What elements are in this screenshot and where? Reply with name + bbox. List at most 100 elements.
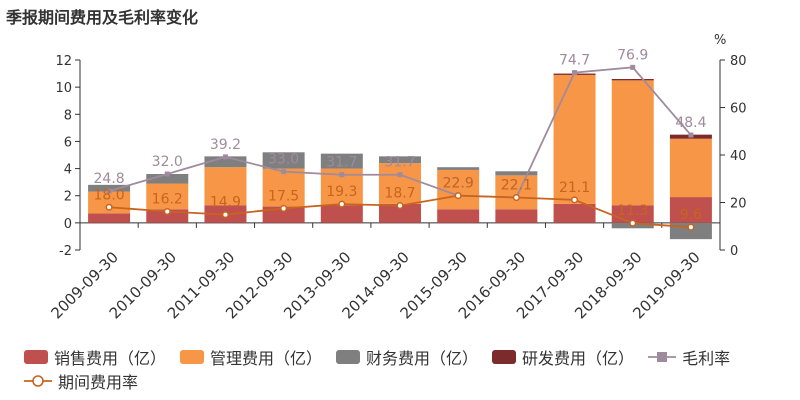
data-label: 22.9 [443, 176, 474, 192]
y-left-tick-label: 4 [64, 163, 72, 178]
bar-segment [379, 163, 421, 204]
data-label: 22.1 [501, 178, 532, 194]
line-point [163, 207, 171, 216]
bar-segment [88, 184, 131, 192]
data-label: 24.8 [94, 171, 125, 187]
bar-segment [437, 169, 480, 210]
line-point [687, 223, 695, 231]
data-label: 31.7 [384, 155, 415, 171]
line-point [281, 169, 287, 175]
bar-segment [611, 80, 654, 206]
bar-segment [669, 138, 712, 198]
data-label: 18.7 [384, 186, 415, 202]
y-right-tick-label: 0 [730, 244, 738, 259]
bar-segment [146, 174, 189, 184]
y-left-tick-label: -2 [59, 244, 72, 259]
y-left-tick-label: 0 [64, 217, 72, 232]
line-point [512, 193, 520, 202]
data-label: 9.6 [680, 207, 702, 223]
line-point [222, 154, 228, 160]
line-point [106, 188, 112, 194]
legend-swatch [180, 350, 205, 364]
y-right-axis-label: % [714, 33, 726, 48]
line-point [339, 172, 345, 178]
line-point [164, 171, 170, 177]
bar-segment [146, 183, 189, 210]
legend-swatch [24, 350, 48, 364]
line-point [630, 64, 636, 70]
y-left-tick-label: 6 [64, 135, 72, 150]
bar-segment [553, 203, 596, 223]
bar-segment [611, 79, 654, 81]
legend-item[interactable]: 销售费用（亿） [24, 345, 166, 369]
bar-segment [495, 175, 538, 210]
bar-segment [495, 209, 538, 223]
legend-item[interactable]: 毛利率 [648, 345, 730, 369]
bar-segment [204, 167, 247, 206]
legend-item[interactable]: 研发费用（亿） [492, 345, 634, 369]
data-label: 18.0 [94, 187, 125, 203]
legend-item[interactable]: 管理费用（亿） [180, 345, 322, 369]
y-right-tick-label: 20 [730, 197, 747, 212]
bar-segment [379, 156, 421, 164]
bar-segment [88, 213, 131, 223]
legend-label: 期间费用率 [58, 373, 139, 392]
legend-item[interactable]: 财务费用（亿） [336, 345, 478, 369]
y-left-tick-label: 10 [55, 81, 72, 96]
data-label: 22.1 [501, 178, 532, 194]
data-label: 17.5 [268, 188, 299, 204]
bar-segment [553, 74, 596, 204]
line-point [105, 203, 113, 211]
data-label: 76.9 [617, 47, 648, 63]
data-label: 39.2 [210, 137, 241, 153]
bar-segment [204, 156, 247, 168]
line-point [338, 200, 346, 208]
line-point [397, 172, 403, 178]
line-point [280, 204, 288, 212]
bar-segment [320, 205, 363, 223]
data-label: 11.3 [617, 203, 648, 219]
legend-label: 管理费用（亿） [210, 349, 323, 368]
y-right-tick-label: 80 [730, 54, 747, 69]
bar-segment [262, 152, 305, 169]
bar-segment [495, 171, 538, 176]
legend-swatch [336, 350, 361, 364]
chart-title: 季报期间费用及毛利率变化 [6, 8, 199, 27]
legend-item[interactable]: 期间费用率 [24, 369, 138, 393]
legend-label: 财务费用（亿） [366, 349, 479, 368]
data-label: 48.4 [675, 115, 706, 131]
data-label: 74.7 [559, 53, 590, 69]
y-right-tick-label: 40 [730, 149, 747, 164]
data-label: 14.9 [210, 195, 241, 211]
legend: 销售费用（亿） 管理费用（亿） 财务费用（亿） 研发费用（亿） 毛利率期间费用率 [24, 345, 794, 393]
bar-segment [262, 168, 305, 207]
legend-label: 销售费用（亿） [54, 349, 167, 368]
y-right-tick-label: 60 [730, 102, 747, 117]
line-point [688, 132, 694, 138]
legend-label: 毛利率 [682, 349, 731, 368]
bar-segment [669, 197, 712, 223]
data-label: 21.1 [559, 180, 590, 196]
bar-segment [437, 167, 480, 170]
bar-segment [320, 153, 363, 169]
data-label: 31.7 [326, 155, 357, 171]
data-label: 33.0 [268, 152, 299, 168]
bar-segment [262, 206, 305, 223]
y-left-tick-label: 2 [64, 190, 72, 205]
bar-segment [379, 203, 421, 223]
chart-area: -2024681012020406080%2009-09-302010-09-3… [48, 33, 747, 322]
legend-label: 研发费用（亿） [522, 349, 635, 368]
data-label: 19.3 [326, 184, 357, 200]
line-point [572, 70, 578, 76]
line-point [396, 202, 404, 210]
data-label: 32.0 [152, 154, 183, 170]
line-point [629, 219, 637, 227]
y-left-tick-label: 12 [55, 54, 72, 69]
line-point [570, 196, 579, 204]
line-point [221, 211, 230, 219]
data-label: 22.9 [443, 176, 474, 192]
legend-line-icon [24, 375, 52, 387]
legend-line-icon [648, 352, 677, 362]
line-point [454, 192, 462, 200]
legend-swatch [492, 350, 517, 364]
